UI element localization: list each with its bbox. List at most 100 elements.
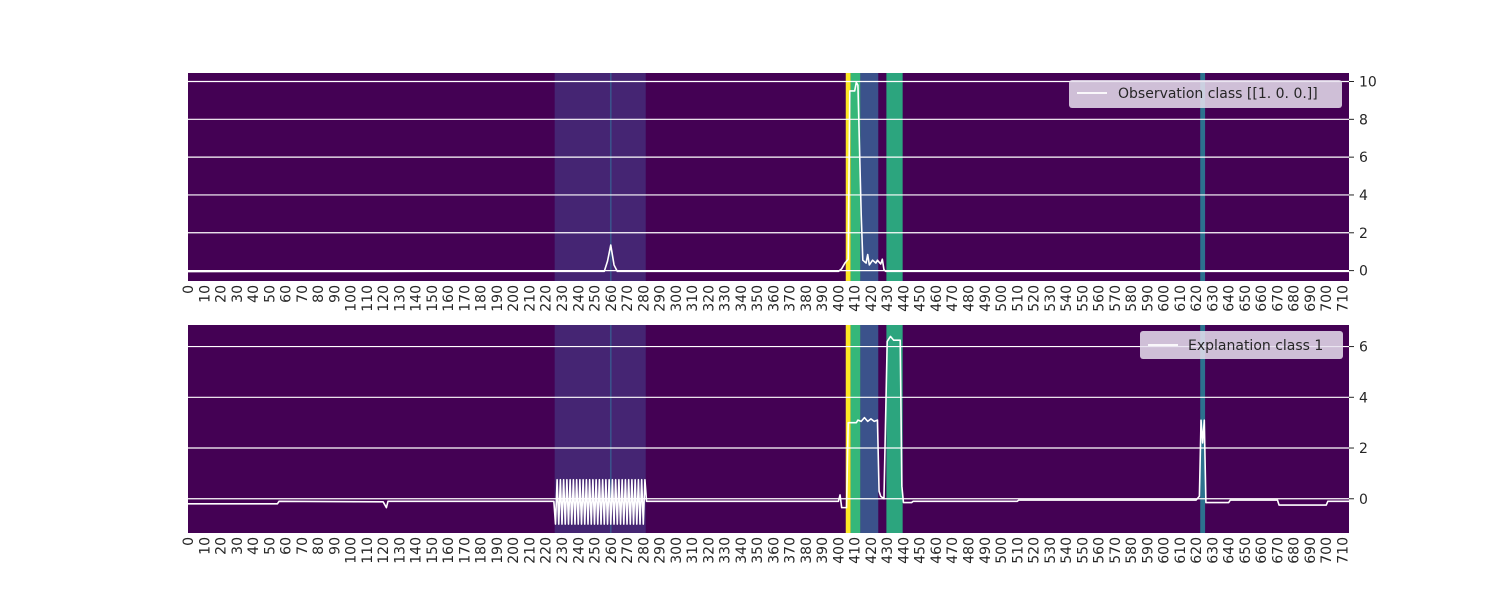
x-tick-label: 630 — [1205, 537, 1221, 564]
x-tick-label: 120 — [376, 285, 392, 312]
x-tick-label: 190 — [490, 537, 506, 564]
y-tick-label: 2 — [1359, 226, 1368, 242]
x-tick-label: 470 — [945, 285, 961, 312]
x-tick-label: 0 — [181, 285, 197, 294]
x-tick-label: 660 — [1254, 537, 1270, 564]
x-tick-label: 610 — [1173, 537, 1189, 564]
x-tick-label: 640 — [1222, 285, 1238, 312]
x-tick-label: 40 — [246, 537, 262, 555]
x-tick-label: 60 — [279, 285, 295, 303]
x-tick-label: 560 — [1092, 537, 1108, 564]
heatmap-band — [609, 73, 612, 281]
x-tick-label: 620 — [1189, 285, 1205, 312]
x-tick-label: 130 — [392, 285, 408, 312]
legend: Explanation class 1 — [1140, 331, 1343, 359]
heatmap-band — [850, 325, 861, 533]
heatmap-band — [1200, 325, 1206, 533]
x-tick-label: 240 — [571, 285, 587, 312]
heatmap-band — [609, 325, 612, 533]
x-tick-label: 370 — [783, 285, 799, 312]
x-tick-label: 700 — [1319, 285, 1335, 312]
x-tick-label: 390 — [815, 285, 831, 312]
x-tick-label: 500 — [994, 537, 1010, 564]
x-tick-label: 340 — [734, 537, 750, 564]
x-tick-label: 490 — [978, 537, 994, 564]
x-tick-label: 50 — [262, 285, 278, 303]
x-tick-label: 230 — [555, 285, 571, 312]
x-tick-label: 200 — [506, 285, 522, 312]
x-tick-label: 440 — [896, 285, 912, 312]
x-tick-label: 480 — [962, 285, 978, 312]
x-tick-label: 670 — [1270, 537, 1286, 564]
x-tick-label: 290 — [653, 285, 669, 312]
x-tick-label: 510 — [1010, 285, 1026, 312]
x-tick-label: 130 — [392, 537, 408, 564]
x-tick-label: 480 — [962, 537, 978, 564]
heatmap-band — [860, 325, 879, 533]
x-tick-label: 150 — [425, 285, 441, 312]
x-tick-label: 570 — [1108, 285, 1124, 312]
x-tick-label: 690 — [1303, 285, 1319, 312]
y-tick-label: 6 — [1359, 150, 1368, 166]
x-tick-label: 190 — [490, 285, 506, 312]
x-tick-label: 120 — [376, 537, 392, 564]
x-tick-label: 600 — [1157, 285, 1173, 312]
x-tick-label: 620 — [1189, 537, 1205, 564]
x-tick-label: 350 — [750, 285, 766, 312]
x-tick-label: 170 — [457, 285, 473, 312]
x-tick-label: 220 — [539, 285, 555, 312]
x-tick-label: 520 — [1027, 537, 1043, 564]
x-tick-label: 710 — [1336, 537, 1352, 564]
x-tick-label: 630 — [1205, 285, 1221, 312]
x-tick-label: 600 — [1157, 537, 1173, 564]
x-tick-label: 80 — [311, 537, 327, 555]
x-tick-label: 20 — [214, 285, 230, 303]
y-tick-label: 10 — [1359, 75, 1377, 91]
x-tick-label: 160 — [441, 285, 457, 312]
x-tick-label: 0 — [181, 537, 197, 546]
y-tick-label: 2 — [1359, 441, 1368, 457]
series-line — [188, 335, 1349, 525]
x-tick-label: 510 — [1010, 537, 1026, 564]
x-tick-label: 340 — [734, 285, 750, 312]
x-tick-label: 150 — [425, 537, 441, 564]
x-tick-label: 140 — [409, 285, 425, 312]
x-tick-label: 410 — [848, 537, 864, 564]
x-tick-label: 160 — [441, 537, 457, 564]
x-tick-label: 650 — [1238, 537, 1254, 564]
x-tick-label: 490 — [978, 285, 994, 312]
heatmap-band — [850, 73, 861, 281]
x-tick-label: 60 — [279, 537, 295, 555]
y-tick-label: 4 — [1359, 390, 1368, 406]
x-tick-label: 140 — [409, 537, 425, 564]
x-tick-label: 300 — [669, 537, 685, 564]
y-tick-label: 0 — [1359, 492, 1368, 508]
x-tick-label: 10 — [197, 537, 213, 555]
x-tick-label: 310 — [685, 285, 701, 312]
x-tick-label: 290 — [653, 537, 669, 564]
legend-label: Explanation class 1 — [1188, 338, 1323, 354]
x-tick-label: 70 — [295, 537, 311, 555]
heatmap-band — [886, 73, 903, 281]
x-tick-label: 230 — [555, 537, 571, 564]
x-tick-label: 550 — [1075, 285, 1091, 312]
x-tick-label: 40 — [246, 285, 262, 303]
x-tick-label: 90 — [327, 285, 343, 303]
x-tick-label: 110 — [360, 285, 376, 312]
x-tick-label: 210 — [522, 285, 538, 312]
x-tick-label: 530 — [1043, 537, 1059, 564]
x-tick-label: 170 — [457, 537, 473, 564]
x-tick-label: 240 — [571, 537, 587, 564]
x-tick-label: 460 — [929, 285, 945, 312]
x-tick-label: 520 — [1027, 285, 1043, 312]
x-tick-label: 30 — [230, 285, 246, 303]
x-tick-label: 680 — [1287, 285, 1303, 312]
legend-box — [1069, 80, 1342, 108]
x-tick-label: 270 — [620, 285, 636, 312]
x-tick-label: 420 — [864, 537, 880, 564]
x-tick-label: 370 — [783, 537, 799, 564]
x-tick-label: 50 — [262, 537, 278, 555]
x-tick-label: 80 — [311, 285, 327, 303]
x-tick-label: 300 — [669, 285, 685, 312]
